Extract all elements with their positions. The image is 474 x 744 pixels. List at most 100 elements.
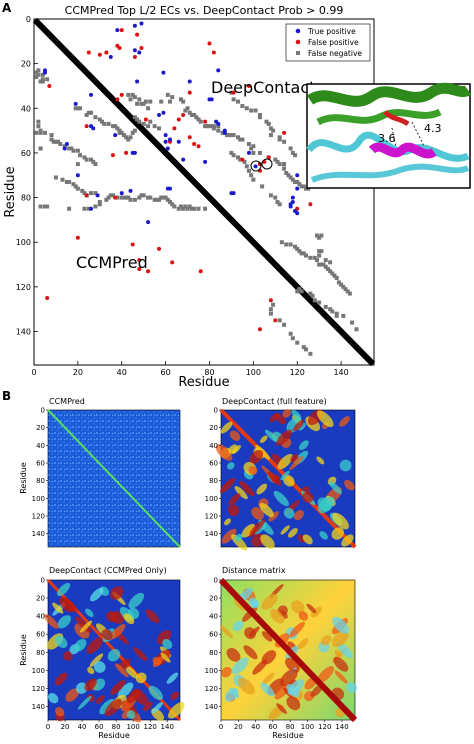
false-positive-point — [143, 117, 148, 122]
false-negative-point — [242, 159, 247, 164]
heat-blob — [226, 647, 241, 662]
false-negative-point — [58, 142, 63, 147]
false-negative-point — [132, 128, 137, 133]
false-negative-point — [231, 153, 236, 158]
heat-blob — [89, 653, 104, 667]
false-negative-point — [121, 195, 126, 200]
true-positive-point — [253, 164, 258, 169]
false-negative-point — [251, 150, 256, 155]
heat-blob — [293, 510, 304, 521]
true-positive-point — [161, 70, 166, 75]
false-negative-point — [75, 148, 80, 153]
false-positive-point — [117, 46, 122, 51]
false-negative-point — [308, 291, 313, 296]
false-negative-point — [301, 184, 306, 189]
heat-blob — [166, 672, 179, 684]
contact-map-chart: CCMPred Top L/2 ECs vs. DeepContact Prob… — [3, 4, 472, 390]
heat-blob — [261, 631, 273, 642]
false-negative-point — [124, 135, 129, 140]
y-tick-label: 20 — [209, 424, 218, 432]
false-negative-point — [82, 191, 87, 196]
false-positive-point — [84, 193, 89, 198]
true-positive-point — [132, 150, 137, 155]
false-negative-point — [317, 300, 322, 305]
false-negative-point — [73, 106, 78, 111]
false-negative-point — [34, 130, 39, 135]
false-negative-point — [354, 327, 359, 332]
false-negative-point — [343, 287, 348, 292]
heat-blob — [251, 507, 264, 520]
heatmap-distance-title: Distance matrix — [222, 566, 286, 575]
heat-blob — [298, 422, 306, 431]
false-negative-point — [260, 184, 265, 189]
false-negative-point — [246, 168, 251, 173]
heat-blob — [260, 682, 275, 697]
false-positive-point — [181, 112, 186, 117]
heat-blob — [334, 650, 342, 657]
legend-true-positive-label: True positive — [307, 27, 356, 36]
false-negative-point — [148, 195, 153, 200]
false-negative-point — [323, 258, 328, 263]
false-negative-point — [86, 110, 91, 115]
contact-map-title: CCMPred Top L/2 ECs vs. DeepContact Prob… — [65, 4, 344, 17]
false-negative-point — [301, 345, 306, 350]
heat-blob — [276, 703, 287, 714]
x-tick-label: 60 — [95, 723, 104, 731]
true-positive-point — [64, 142, 69, 147]
false-negative-point — [75, 106, 80, 111]
false-negative-point — [97, 200, 102, 205]
heat-blob — [270, 609, 285, 624]
false-negative-point — [110, 193, 115, 198]
true-positive-point — [231, 191, 236, 196]
false-positive-point — [104, 50, 109, 55]
y-tick-label: 0 — [214, 407, 218, 415]
false-negative-point — [102, 121, 107, 126]
false-negative-point — [240, 137, 245, 142]
heat-blob — [123, 613, 135, 625]
false-negative-point — [304, 253, 308, 258]
heat-blob — [332, 512, 349, 530]
false-negative-point — [334, 275, 339, 280]
false-negative-point — [236, 155, 240, 160]
false-negative-point — [38, 130, 43, 135]
y-tick-label: 60 — [209, 460, 218, 468]
heat-blob — [289, 455, 304, 471]
heat-blob — [282, 409, 292, 418]
false-negative-point — [187, 110, 192, 115]
false-negative-point — [236, 135, 240, 140]
y-tick-label: 140 — [205, 530, 218, 538]
false-negative-point — [165, 197, 170, 202]
heat-blob — [248, 465, 258, 475]
true-positive-point — [163, 133, 168, 138]
false-negative-point — [170, 95, 175, 100]
false-negative-point — [137, 195, 142, 200]
y-tick-label: 140 — [16, 328, 31, 337]
false-negative-point — [229, 133, 234, 138]
false-negative-point — [325, 267, 330, 272]
false-negative-point — [141, 101, 146, 106]
heat-blob — [104, 698, 122, 717]
heatmap-ccmpred: CCMPred Residue 0 20 40 60 80 100 120 140 — [19, 397, 181, 548]
false-negative-point — [40, 77, 45, 82]
y-tick-label: 60 — [209, 631, 218, 639]
x-tick-label: 100 — [126, 723, 139, 731]
x-tick-label: 60 — [161, 368, 171, 377]
false-negative-point — [104, 197, 109, 202]
false-negative-point — [319, 233, 324, 238]
heat-blob — [341, 534, 354, 547]
y-tick-label: 120 — [205, 685, 218, 693]
false-negative-point — [288, 146, 293, 151]
true-positive-point — [168, 186, 172, 191]
false-negative-point — [97, 202, 102, 207]
heat-blob — [125, 666, 138, 679]
false-negative-point — [341, 313, 346, 318]
heat-blob — [63, 651, 73, 661]
heat-blob — [291, 409, 302, 420]
contact-map-ticks: 0 20 40 60 80 100 120 140 0 20 40 60 80 100 120 140 — [16, 15, 349, 377]
heat-blob — [170, 691, 179, 700]
false-negative-point — [178, 97, 183, 102]
heat-blob — [110, 624, 126, 640]
heat-blob — [128, 592, 145, 609]
false-negative-point — [154, 197, 159, 202]
